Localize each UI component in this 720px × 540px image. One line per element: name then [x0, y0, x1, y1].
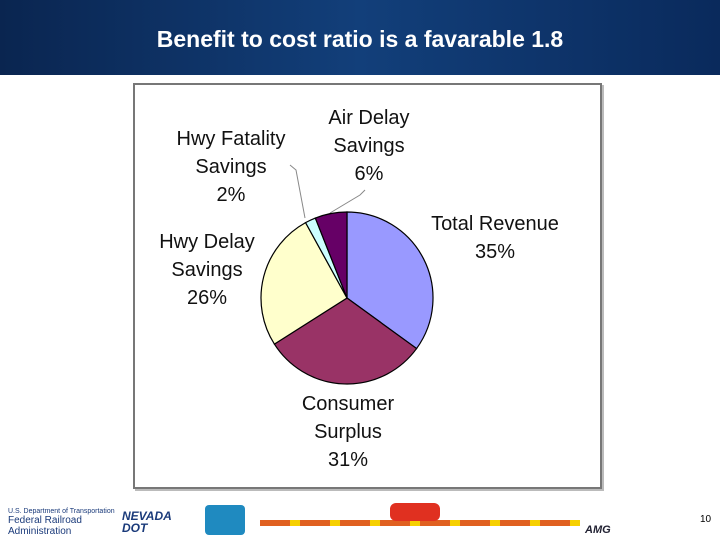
chart-frame	[133, 83, 602, 489]
pie-slice	[273, 297, 418, 385]
pie-slice	[314, 211, 348, 299]
slice-label: Total Revenue	[431, 213, 559, 235]
slice-label: Air Delay Savings	[328, 107, 410, 157]
firm-logo: AMG	[585, 524, 611, 536]
leader-line	[289, 164, 306, 219]
route-strip	[260, 520, 580, 526]
slide-title: Benefit to cost ratio is a favarable 1.8	[156, 26, 564, 52]
value-label: 31%	[327, 449, 369, 471]
leader-line	[329, 189, 366, 214]
pie-slice	[260, 221, 348, 345]
value-label: 2%	[216, 184, 246, 206]
logo-mark	[205, 505, 245, 535]
value-label: 26%	[186, 287, 228, 309]
value-label: 35%	[474, 241, 516, 263]
logo-mark	[390, 503, 440, 521]
slice-label: Hwy Delay Savings	[159, 231, 255, 281]
agency-name: Federal Railroad Administration	[8, 515, 82, 537]
agency-logo: U.S. Department of Transportation Federa…	[8, 508, 123, 537]
state-logo: NEVADA DOT	[122, 509, 172, 535]
agency-line: U.S. Department of Transportation	[8, 508, 115, 515]
pie-slice	[346, 211, 434, 350]
header-bar	[0, 0, 720, 75]
slice-label: Consumer Surplus	[301, 393, 395, 443]
slice-label: Hwy Fatality Savings	[176, 128, 286, 178]
value-label: 6%	[354, 163, 384, 185]
page-number: 10	[700, 514, 712, 525]
